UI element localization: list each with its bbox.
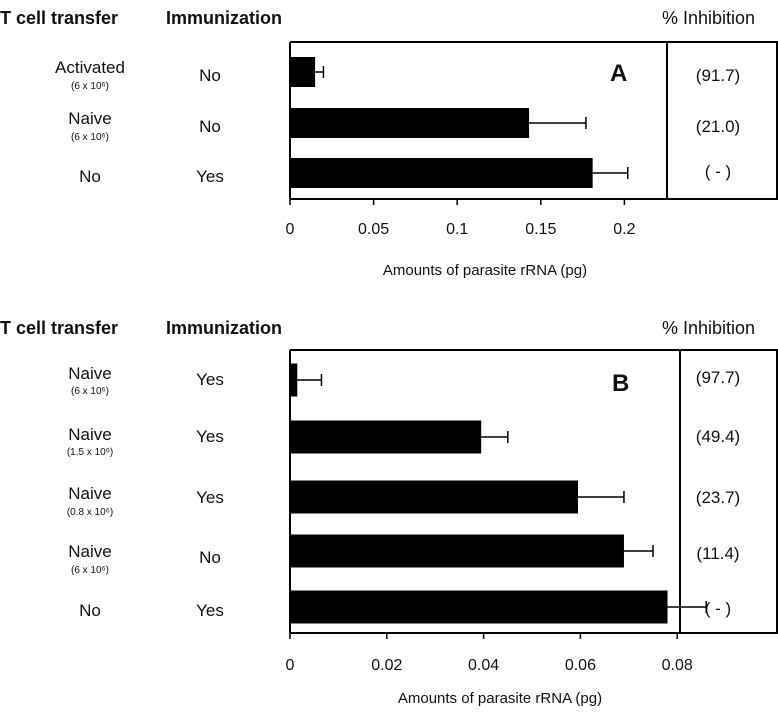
panel-b-row-2-immunization: Yes (196, 427, 224, 446)
panel-b-row-5-inhibition: ( - ) (704, 599, 732, 618)
panel-b-x-axis-label: Amounts of parasite rRNA (pg) (397, 690, 603, 707)
panel-a-row-2-transfer: Naive (68, 109, 112, 128)
panel-b-row-4-immunization: No (199, 548, 221, 567)
panel-b-row-4-inhibition: (11.4) (696, 544, 740, 563)
panel-a-row-1-transfer: Activated (55, 58, 125, 77)
panel-b-header-inhibition: % Inhibition (662, 318, 756, 338)
panel-a-header-inhibition: % Inhibition (662, 8, 756, 28)
panel-b-row-1-inhibition: (97.7) (695, 368, 741, 387)
panel-a-x-tick-label: 0.05 (358, 221, 389, 238)
panel-b-row-1-dose: (6 x 10⁶) (70, 386, 110, 397)
panel-b-letter: B (612, 370, 630, 397)
panel-b-row-4-transfer: Naive (68, 542, 112, 561)
panel-b-x-tick-label: 0.02 (371, 657, 402, 674)
panel-a-row-2-inhibition: (21.0) (695, 117, 741, 136)
panel-b-row-3-immunization: Yes (196, 488, 224, 507)
panel-a-row-2-dose: (6 x 10⁶) (70, 132, 110, 143)
panel-b-header-transfer: T cell transfer (0, 318, 119, 338)
panel-a-header-immunization: Immunization (166, 8, 282, 28)
panel-b-row-3-dose: (0.8 x 10⁶) (66, 507, 114, 518)
panel-b-row-3-transfer: Naive (68, 484, 112, 503)
panel-a-x-tick-label: 0 (286, 221, 295, 238)
panel-a-x-tick-label: 0.2 (613, 221, 635, 238)
panel-b-row-3-inhibition: (23.7) (695, 488, 741, 507)
panel-a-row-1-inhibition: (91.7) (695, 66, 741, 85)
panel-a-row-1-dose: (6 x 10⁶) (70, 81, 110, 92)
panel-a-x-tick-label: 0.1 (446, 221, 468, 238)
panel-a-letter: A (610, 60, 628, 87)
panel-b-bar (290, 420, 482, 454)
panel-a-x-tick-label: 0.15 (525, 221, 556, 238)
panel-b-bar (290, 590, 668, 624)
panel-b-row-2-transfer: Naive (68, 425, 112, 444)
panel-b-bar (290, 480, 578, 514)
panel-a-x-axis-label: Amounts of parasite rRNA (pg) (382, 262, 588, 279)
panel-b-x-tick-label: 0 (286, 657, 295, 674)
panel-b-row-2-inhibition: (49.4) (695, 427, 741, 446)
panel-b-row-1-transfer: Naive (68, 364, 112, 383)
panel-a-row-1-immunization: No (199, 66, 221, 85)
panel-b-row-4-dose: (6 x 10⁶) (70, 565, 110, 576)
panel-a-header-transfer: T cell transfer (0, 8, 119, 28)
panel-b-x-tick-label: 0.04 (468, 657, 499, 674)
panel-a-bar (290, 57, 316, 87)
panel-b-row-2-dose: (1.5 x 10⁶) (66, 447, 114, 458)
panel-b-bar (290, 363, 298, 397)
panel-b-x-tick-label: 0.08 (662, 657, 693, 674)
panel-b-row-5-immunization: Yes (196, 601, 224, 620)
panel-a-bar (290, 158, 593, 188)
panel-b-x-tick-label: 0.06 (565, 657, 596, 674)
panel-b-header-immunization: Immunization (166, 318, 282, 338)
panel-b-row-1-immunization: Yes (196, 370, 224, 389)
panel-a-row-3-transfer: No (79, 167, 101, 186)
panel-a-row-3-inhibition: ( - ) (704, 162, 732, 181)
panel-a-row-3-immunization: Yes (196, 167, 224, 186)
panel-a-row-2-immunization: No (199, 117, 221, 136)
panel-a-bar (290, 108, 530, 138)
panel-b-row-5-transfer: No (79, 601, 101, 620)
panel-b-bar (290, 534, 624, 568)
